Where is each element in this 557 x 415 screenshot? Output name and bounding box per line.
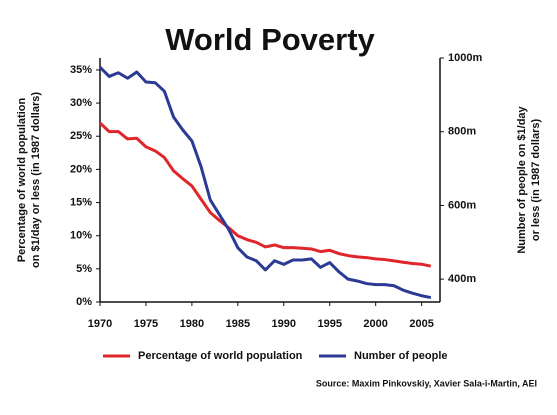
chart-title: World Poverty bbox=[165, 22, 375, 57]
y-axis-label: Percentage of world population bbox=[16, 98, 28, 263]
data-line bbox=[98, 121, 432, 268]
x-tick-label: 2000 bbox=[363, 318, 387, 330]
y-tick-label: 25% bbox=[70, 130, 92, 142]
y-tick-label: 0% bbox=[76, 296, 92, 308]
x-tick-label: 1995 bbox=[317, 318, 341, 330]
data-line bbox=[98, 66, 432, 300]
y-tick-label: 30% bbox=[70, 97, 92, 109]
legend-label: Number of people bbox=[354, 350, 448, 362]
x-tick-label: 2005 bbox=[409, 318, 433, 330]
source-note: Source: Maxim Pinkovskiy, Xavier Sala-i-… bbox=[316, 378, 537, 388]
y-tick-label: 15% bbox=[70, 196, 92, 208]
x-tick-label: 1985 bbox=[226, 318, 250, 330]
y2-tick-label: 400m bbox=[448, 273, 476, 285]
y2-tick-label: 600m bbox=[448, 199, 476, 211]
y-tick-label: 35% bbox=[70, 64, 92, 76]
y2-axis-label: Number of people on $1/day bbox=[516, 105, 528, 253]
x-tick-label: 1980 bbox=[180, 318, 204, 330]
y-tick-label: 20% bbox=[70, 163, 92, 175]
y2-tick-label: 1000m bbox=[448, 52, 482, 64]
legend-label: Percentage of world population bbox=[138, 350, 303, 362]
x-tick-label: 1975 bbox=[134, 318, 158, 330]
x-tick-label: 1970 bbox=[88, 318, 112, 330]
y-tick-label: 10% bbox=[70, 230, 92, 242]
y-axis-label: on $1/day or less (in 1987 dollars) bbox=[30, 92, 42, 268]
y2-axis-label: or less (in 1987 dollars) bbox=[530, 119, 542, 242]
x-tick-label: 1990 bbox=[272, 318, 296, 330]
y2-tick-label: 800m bbox=[448, 126, 476, 138]
y-tick-label: 5% bbox=[76, 263, 92, 275]
